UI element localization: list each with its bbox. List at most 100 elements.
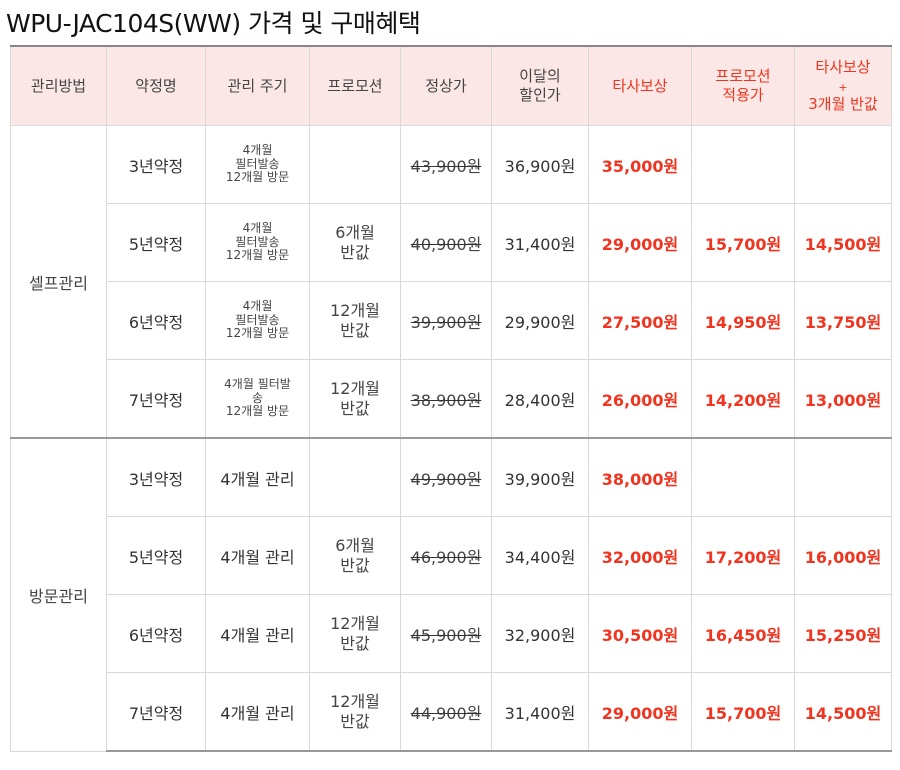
contract-cell: 6년약정 [106,594,206,673]
cycle-cell: 4개월 관리 [205,672,310,752]
cycle-cell: 4개월 관리 [205,594,310,673]
normal-price-cell: 44,900원 [400,672,492,752]
promo-cell-line: 6개월 [335,223,375,243]
price-table-body: 셀프관리 3년약정 4개월 필터발송 12개월 방문 43,900원 36,900원 35,0… [10,125,892,752]
cycle-cell-line: 필터발송 [235,234,280,249]
cycle-cell-line: 12개월 방문 [225,170,290,185]
tradein-price-cell: 35,000원 [588,125,692,204]
tradein-price-cell: 32,000원 [588,516,692,595]
promo-cell [309,437,401,517]
promo-cell-line: 반값 [340,555,370,575]
promo-applied-price-cell [691,437,795,517]
normal-price-cell: 38,900원 [400,359,492,439]
tradein-half-price-cell: 14,500원 [794,672,892,752]
page-title: WPU-JAC104S(WW) 가격 및 구매혜택 [6,9,421,38]
header-mgmt: 관리방법 [10,45,107,126]
tradein-price-cell: 26,000원 [588,359,692,439]
header-promo: 프로모션 [309,45,401,126]
header-normal-price: 정상가 [400,45,492,126]
promo-cell-line: 6개월 [335,536,375,556]
cycle-cell-line: 12개월 방문 [225,326,290,341]
cycle-cell-line: 4개월 [242,142,273,157]
promo-applied-price-cell: 17,200원 [691,516,795,595]
cycle-cell-line: 4개월 [242,220,273,235]
cycle-cell: 4개월 필터발송 12개월 방문 [205,203,310,282]
discount-price-cell: 36,900원 [491,125,589,204]
promo-cell-line: 반값 [340,398,370,418]
promo-cell-line: 12개월 [330,692,380,712]
promo-cell-line: 12개월 [330,614,380,634]
promo-cell-line: 반값 [340,320,370,340]
cycle-cell-line: 4개월 필터발 [224,376,291,391]
table-row: 7년약정 4개월 필터발 송 12개월 방문 12개월 반값 38,900원 28,400원 2… [11,359,892,439]
normal-price-cell: 43,900원 [400,125,492,204]
promo-applied-price-cell: 16,450원 [691,594,795,673]
contract-cell: 3년약정 [106,125,206,204]
contract-cell: 6년약정 [106,281,206,360]
tradein-price-cell: 38,000원 [588,437,692,517]
tradein-half-price-cell: 14,500원 [794,203,892,282]
tradein-half-price-cell [794,437,892,517]
tradein-price-cell: 27,500원 [588,281,692,360]
discount-price-cell: 28,400원 [491,359,589,439]
header-tradein-half: 타사보상 +3개월 반값 [794,45,892,126]
normal-price-cell: 39,900원 [400,281,492,360]
contract-cell: 7년약정 [106,672,206,752]
promo-cell [309,125,401,204]
discount-price-cell: 39,900원 [491,437,589,517]
price-table: 관리방법 약정명 관리 주기 프로모션 정상가 이달의 할인가 타사보상 프로모션… [10,45,892,752]
tradein-half-price-cell [794,125,892,204]
cycle-cell-line: 4개월 관리 [220,625,295,645]
header-contract: 약정명 [106,45,206,126]
header-discount-price: 이달의 할인가 [491,45,589,126]
table-row: 7년약정 4개월 관리 12개월 반값 44,900원 31,400원 29,000원 15,… [11,672,892,752]
cycle-cell-line: 12개월 방문 [225,404,290,419]
cycle-cell: 4개월 관리 [205,516,310,595]
table-row: 6년약정 4개월 필터발송 12개월 방문 12개월 반값 39,900원 29,900원 27… [11,281,892,360]
promo-cell: 6개월 반값 [309,203,401,282]
contract-cell: 5년약정 [106,516,206,595]
normal-price-cell: 40,900원 [400,203,492,282]
promo-cell: 12개월 반값 [309,281,401,360]
promo-applied-price-cell: 14,200원 [691,359,795,439]
discount-price-cell: 31,400원 [491,672,589,752]
cycle-cell-line: 송 [251,390,264,405]
discount-price-cell: 32,900원 [491,594,589,673]
promo-cell-line: 반값 [340,242,370,262]
discount-price-cell: 34,400원 [491,516,589,595]
table-row: 6년약정 4개월 관리 12개월 반값 45,900원 32,900원 30,500원 16,… [11,594,892,673]
management-type-cell: 셀프관리 [10,125,107,439]
cycle-cell-line: 4개월 관리 [220,547,295,567]
tradein-price-cell: 30,500원 [588,594,692,673]
header-cycle: 관리 주기 [205,45,310,126]
cycle-cell-line: 12개월 방문 [225,248,290,263]
tradein-half-price-cell: 13,750원 [794,281,892,360]
tradein-half-price-cell: 13,000원 [794,359,892,439]
cycle-cell: 4개월 필터발송 12개월 방문 [205,125,310,204]
cycle-cell-line: 필터발송 [235,156,280,171]
promo-cell-line: 반값 [340,711,370,731]
contract-cell: 5년약정 [106,203,206,282]
promo-cell-line: 12개월 [330,301,380,321]
tradein-price-cell: 29,000원 [588,672,692,752]
contract-cell: 3년약정 [106,437,206,517]
cycle-cell: 4개월 필터발송 12개월 방문 [205,281,310,360]
promo-cell: 12개월 반값 [309,594,401,673]
promo-applied-price-cell: 14,950원 [691,281,795,360]
promo-cell: 12개월 반값 [309,359,401,439]
cycle-cell-line: 4개월 관리 [220,703,295,723]
normal-price-cell: 49,900원 [400,437,492,517]
tradein-half-price-cell: 16,000원 [794,516,892,595]
promo-cell: 12개월 반값 [309,672,401,752]
cycle-cell-line: 4개월 [242,298,273,313]
promo-cell: 6개월 반값 [309,516,401,595]
management-type-cell: 방문관리 [10,437,107,752]
promo-cell-line: 반값 [340,633,370,653]
promo-applied-price-cell: 15,700원 [691,672,795,752]
header-tradein: 타사보상 [588,45,692,126]
header-promo-price: 프로모션 적용가 [691,45,795,126]
cycle-cell: 4개월 필터발 송 12개월 방문 [205,359,310,439]
cycle-cell-line: 4개월 관리 [220,469,295,489]
table-row: 5년약정 4개월 필터발송 12개월 방문 6개월 반값 40,900원 31,400원 29,… [11,203,892,282]
promo-applied-price-cell: 15,700원 [691,203,795,282]
